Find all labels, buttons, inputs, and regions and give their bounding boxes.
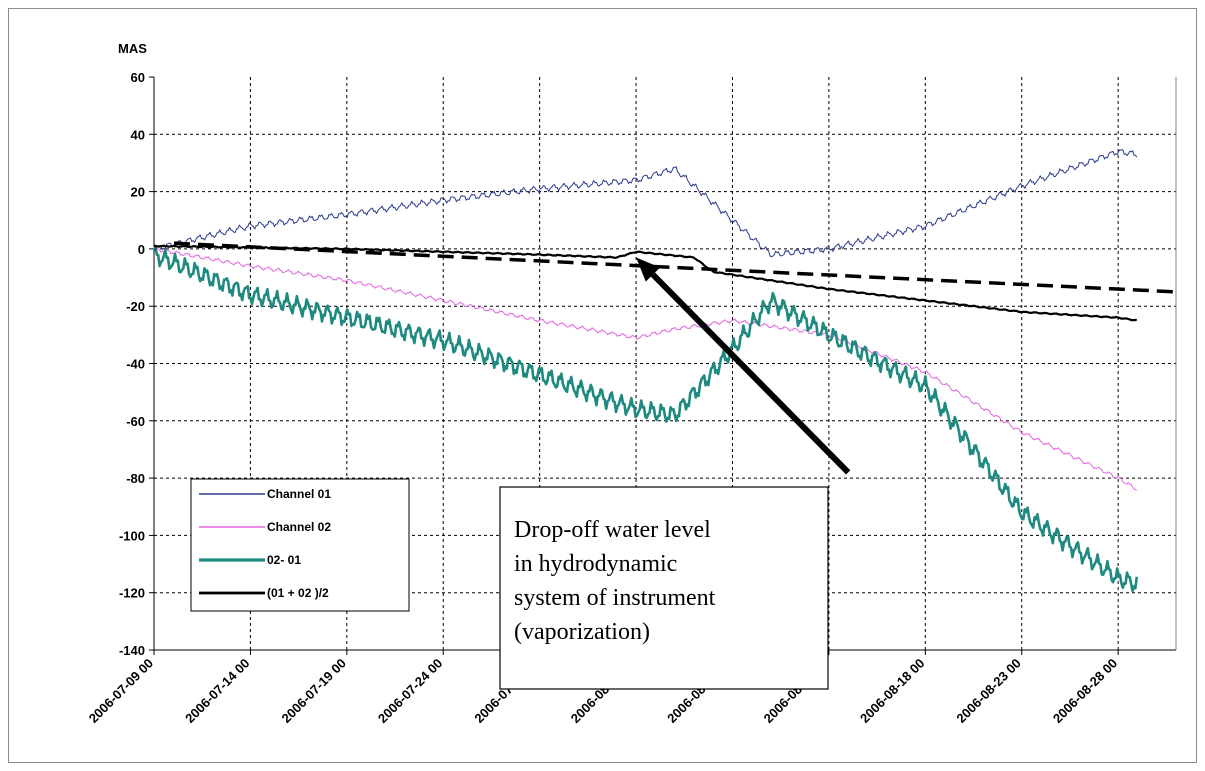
y-tick-label: -100	[119, 528, 145, 543]
y-axis-label: MAS	[118, 41, 147, 56]
legend-label: Channel 02	[267, 520, 331, 534]
annotation: Drop-off water level in hydrodynamic sys…	[499, 257, 851, 690]
y-tick-label: -120	[119, 586, 145, 601]
annotation-line-2: in hydrodynamic	[514, 551, 677, 577]
annotation-line-3: system of instrument	[514, 585, 716, 611]
y-tick-label: 40	[131, 127, 145, 142]
x-tick-label: 2006-08-23 00	[953, 656, 1023, 726]
series-lines	[152, 149, 1139, 593]
y-tick-labels: 60 40 20 0 -20 -40 -60 -80 -100 -120 -140	[119, 70, 154, 658]
legend: Channel 01 Channel 02 02- 01 (01 + 02 )/2	[190, 478, 410, 612]
annotation-line-4: (vaporization)	[514, 619, 650, 645]
y-tick-label: -80	[126, 471, 145, 486]
series-line	[153, 247, 1138, 491]
x-tick-label: 2006-07-19 00	[279, 656, 349, 726]
legend-box	[190, 478, 410, 612]
legend-label: (01 + 02 )/2	[267, 586, 329, 600]
legend-label: Channel 01	[267, 487, 331, 501]
y-tick-label: 60	[131, 70, 145, 85]
series-line	[153, 149, 1138, 258]
x-tick-label: 2006-07-14 00	[182, 656, 252, 726]
annotation-box	[499, 486, 829, 690]
y-tick-label: -40	[126, 357, 145, 372]
x-tick-label: 2006-07-24 00	[375, 656, 445, 726]
y-tick-label: -20	[126, 299, 145, 314]
x-tick-label: 2006-07-09 00	[86, 656, 156, 726]
trend-line	[173, 241, 1177, 294]
series-line	[153, 244, 1137, 322]
trend-line-path	[173, 241, 1177, 294]
y-tick-label: -60	[126, 414, 145, 429]
annotation-arrow-head	[636, 257, 661, 282]
x-tick-label: 2006-08-18 00	[857, 656, 927, 726]
annotation-line-1: Drop-off water level	[514, 517, 711, 543]
chart-frame: MAS 60 40 20 0 -20 -40 -60 -80 -100 -120 -140 2006…	[8, 8, 1197, 763]
y-tick-label: 0	[138, 242, 145, 257]
x-tick-label: 2006-08-28 00	[1050, 656, 1120, 726]
chart: MAS 60 40 20 0 -20 -40 -60 -80 -100 -120 -140 2006…	[86, 41, 1177, 726]
annotation-arrow-shaft	[650, 272, 851, 475]
legend-label: 02- 01	[267, 553, 301, 567]
series-line	[152, 245, 1139, 593]
y-tick-label: -140	[119, 643, 145, 658]
y-tick-label: 20	[131, 185, 145, 200]
